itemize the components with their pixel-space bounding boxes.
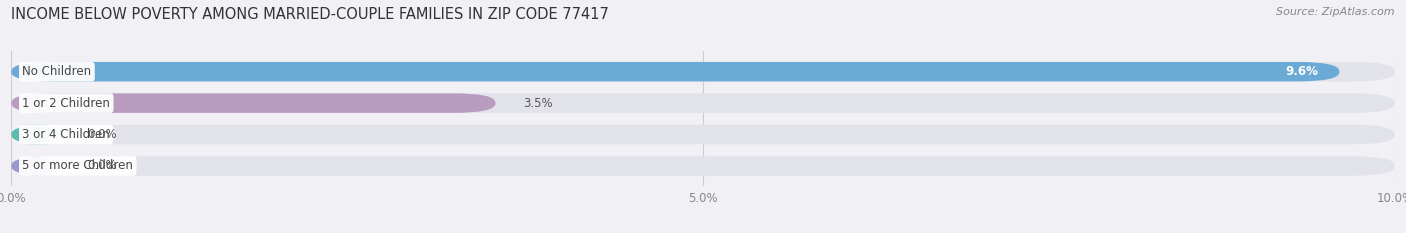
Text: 5 or more Children: 5 or more Children (22, 159, 134, 172)
FancyBboxPatch shape (11, 125, 1395, 144)
FancyBboxPatch shape (11, 62, 1340, 81)
FancyBboxPatch shape (11, 125, 59, 144)
Text: Source: ZipAtlas.com: Source: ZipAtlas.com (1277, 7, 1395, 17)
Text: INCOME BELOW POVERTY AMONG MARRIED-COUPLE FAMILIES IN ZIP CODE 77417: INCOME BELOW POVERTY AMONG MARRIED-COUPL… (11, 7, 609, 22)
FancyBboxPatch shape (11, 93, 495, 113)
Text: 0.0%: 0.0% (87, 159, 117, 172)
FancyBboxPatch shape (11, 62, 1395, 81)
Text: 0.0%: 0.0% (87, 128, 117, 141)
Text: 3.5%: 3.5% (523, 97, 553, 110)
Text: 1 or 2 Children: 1 or 2 Children (22, 97, 110, 110)
FancyBboxPatch shape (11, 156, 59, 176)
FancyBboxPatch shape (11, 93, 1395, 113)
Text: 3 or 4 Children: 3 or 4 Children (22, 128, 110, 141)
Text: No Children: No Children (22, 65, 91, 78)
FancyBboxPatch shape (11, 156, 1395, 176)
Text: 9.6%: 9.6% (1285, 65, 1319, 78)
